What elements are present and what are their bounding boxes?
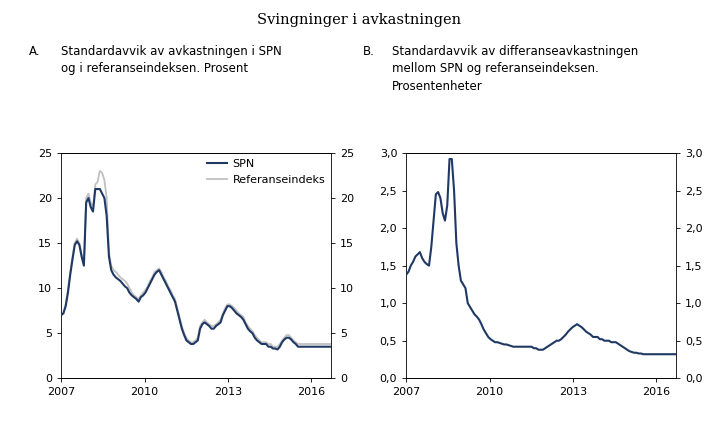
Text: mellom SPN og referanseindeksen.: mellom SPN og referanseindeksen. xyxy=(392,62,599,75)
Text: Standardavvik av avkastningen i SPN: Standardavvik av avkastningen i SPN xyxy=(61,45,282,58)
Text: A.: A. xyxy=(29,45,40,58)
Text: Standardavvik av differanseavkastningen: Standardavvik av differanseavkastningen xyxy=(392,45,638,58)
Text: Svingninger i avkastningen: Svingninger i avkastningen xyxy=(257,13,462,27)
Text: B.: B. xyxy=(363,45,375,58)
Text: Prosentenheter: Prosentenheter xyxy=(392,80,482,93)
Text: og i referanseindeksen. Prosent: og i referanseindeksen. Prosent xyxy=(61,62,248,75)
Legend: SPN, Referanseindeks: SPN, Referanseindeks xyxy=(207,159,325,185)
